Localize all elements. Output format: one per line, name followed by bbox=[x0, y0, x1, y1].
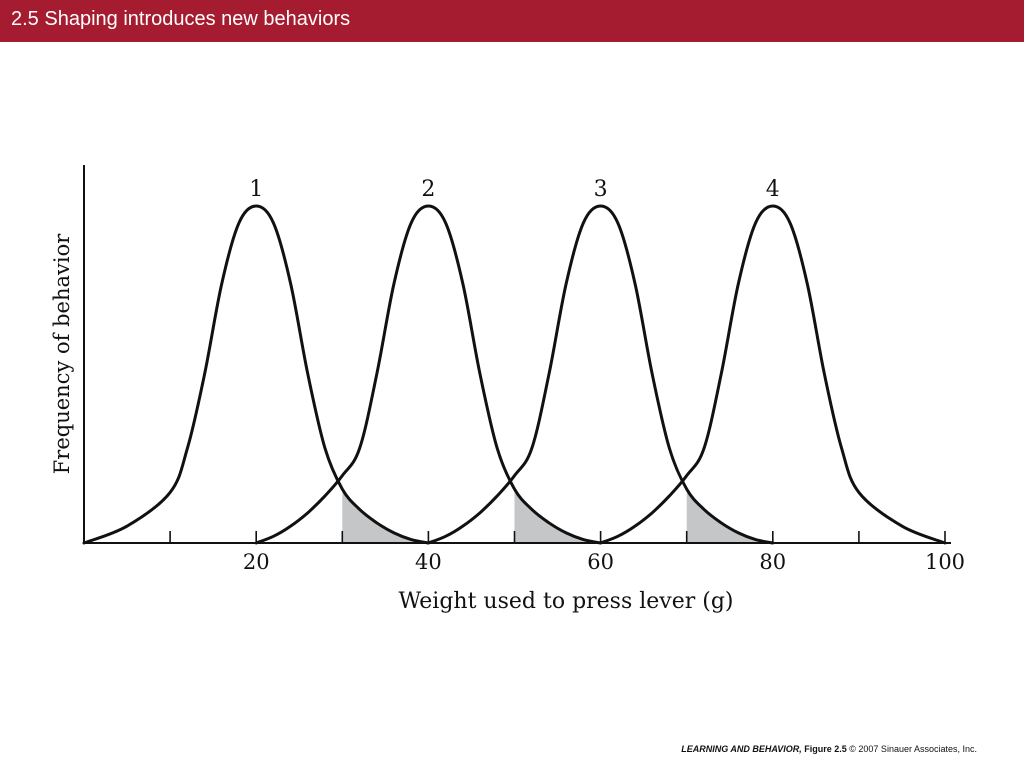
shaded-region-1 bbox=[342, 489, 429, 543]
x-axis-tick-labels: 20 40 60 80 100 bbox=[243, 550, 965, 574]
shaded-regions bbox=[342, 489, 773, 543]
curve-label-3: 3 bbox=[594, 177, 608, 202]
credit-copyright: © 2007 Sinauer Associates, Inc. bbox=[849, 744, 977, 754]
curve-2 bbox=[254, 204, 603, 545]
x-tick-label-20: 20 bbox=[243, 550, 270, 574]
curve-3 bbox=[426, 204, 775, 545]
curve-label-1: 1 bbox=[249, 177, 263, 202]
x-tick-label-80: 80 bbox=[759, 550, 786, 574]
credit-figure-number: Figure 2.5 bbox=[804, 744, 847, 754]
shaded-region-3 bbox=[686, 489, 773, 543]
slide-title: 2.5 Shaping introduces new behaviors bbox=[11, 8, 351, 30]
curve-label-4: 4 bbox=[766, 177, 780, 202]
x-tick-label-100: 100 bbox=[925, 550, 965, 574]
title-bar: 2.5 Shaping introduces new behaviors bbox=[0, 0, 1024, 42]
curve-1 bbox=[82, 204, 430, 545]
x-tick-label-60: 60 bbox=[587, 550, 614, 574]
x-tick-label-40: 40 bbox=[415, 550, 442, 574]
curve-4 bbox=[599, 204, 947, 545]
y-axis-label: Frequency of behavior bbox=[50, 233, 74, 474]
shaded-region-2 bbox=[514, 489, 601, 543]
frequency-curves bbox=[82, 204, 947, 545]
x-axis-ticks bbox=[83, 531, 946, 543]
credit-book-title: LEARNING AND BEHAVIOR, bbox=[681, 744, 802, 754]
figure-credit: LEARNING AND BEHAVIOR, Figure 2.5 © 2007… bbox=[681, 744, 977, 754]
x-axis-label: Weight used to press lever (g) bbox=[398, 589, 733, 614]
curve-labels: 1 2 3 4 bbox=[249, 177, 780, 202]
curve-label-2: 2 bbox=[421, 177, 435, 202]
